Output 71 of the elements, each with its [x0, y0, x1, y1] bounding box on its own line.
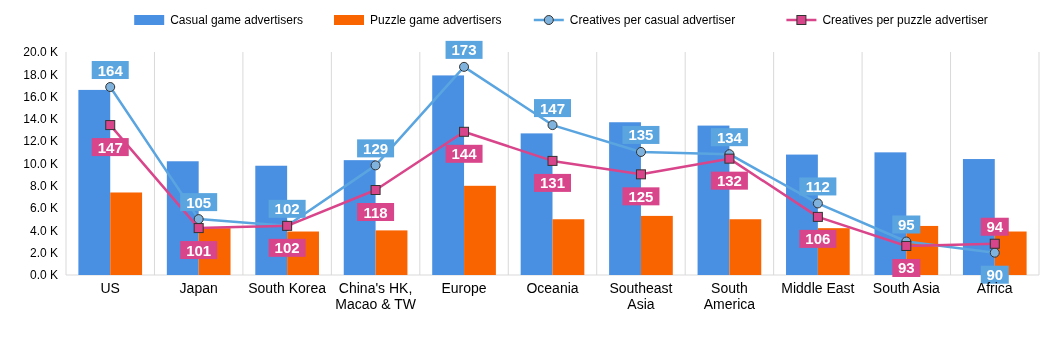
data-label: 173 [451, 41, 477, 59]
legend-label: Casual game advertisers [170, 13, 303, 28]
bar [640, 215, 673, 275]
point [193, 214, 204, 225]
data-label: 129 [363, 139, 389, 157]
data-label: 95 [897, 216, 915, 234]
point [105, 120, 116, 131]
y-tick-label: 16.0 K [23, 89, 58, 104]
y-tick-label: 0.0 K [29, 268, 58, 283]
data-label: 93 [897, 259, 915, 277]
data-label: 135 [628, 126, 654, 144]
y-tick-label: 20.0 K [23, 45, 58, 60]
data-label: 125 [628, 187, 654, 205]
data-label: 105 [186, 193, 212, 211]
data-label: 118 [363, 203, 388, 221]
x-tick-label: Europe [441, 280, 487, 296]
point [635, 146, 646, 157]
data-label: 147 [97, 138, 123, 156]
data-label: 94 [986, 218, 1004, 236]
x-tick-label: South America [703, 280, 756, 312]
point [105, 82, 116, 93]
data-label: 134 [716, 128, 743, 146]
x-tick-label: Middle East [781, 280, 855, 296]
point [989, 247, 1000, 258]
bar [464, 185, 496, 275]
x-tick-label: Oceania [526, 280, 579, 296]
y-tick-label: 8.0 K [29, 179, 58, 193]
bar [729, 219, 762, 275]
data-label: 131 [539, 174, 566, 192]
x-tick-label: Japan [179, 280, 218, 296]
bar [110, 192, 143, 275]
data-label: 164 [97, 61, 124, 79]
point [901, 240, 912, 251]
data-label: 112 [805, 177, 830, 195]
point [547, 155, 558, 166]
x-tick-label: South Korea [248, 280, 327, 296]
point [812, 198, 823, 209]
legend-label: Creatives per casual advertiser [569, 13, 736, 28]
point [547, 120, 558, 131]
x-tick-label: China's HK, Macao & TW [335, 280, 417, 312]
data-label: 144 [451, 145, 478, 163]
y-tick-label: 12.0 K [23, 134, 58, 149]
point [459, 126, 470, 137]
data-label: 132 [716, 172, 742, 190]
data-label: 102 [274, 239, 300, 257]
point [193, 223, 204, 234]
y-tick-label: 10.0 K [23, 156, 58, 171]
bar [375, 230, 408, 275]
data-label: 106 [805, 230, 831, 248]
x-tick-label: Africa [976, 280, 1013, 296]
legend-label: Puzzle game advertisers [370, 13, 502, 28]
x-tick-label: South Asia [872, 280, 940, 296]
y-tick-label: 2.0 K [29, 245, 58, 260]
x-tick-label: US [100, 280, 120, 296]
bar [552, 219, 585, 275]
point [812, 211, 823, 222]
point [989, 238, 1000, 249]
point [459, 61, 470, 72]
y-tick-label: 14.0 K [23, 112, 58, 127]
point [724, 153, 735, 164]
data-label: 102 [274, 200, 300, 218]
point [370, 185, 381, 196]
point [370, 160, 381, 171]
data-label: 101 [186, 241, 212, 259]
legend-label: Creatives per puzzle advertiser [822, 13, 988, 28]
y-tick-label: 6.0 K [29, 201, 58, 216]
data-label: 147 [539, 99, 566, 117]
y-tick-label: 18.0 K [23, 67, 58, 82]
y-tick-label: 4.0 K [29, 223, 58, 238]
x-tick-label: Southeast Asia [609, 280, 673, 312]
point [635, 169, 646, 180]
